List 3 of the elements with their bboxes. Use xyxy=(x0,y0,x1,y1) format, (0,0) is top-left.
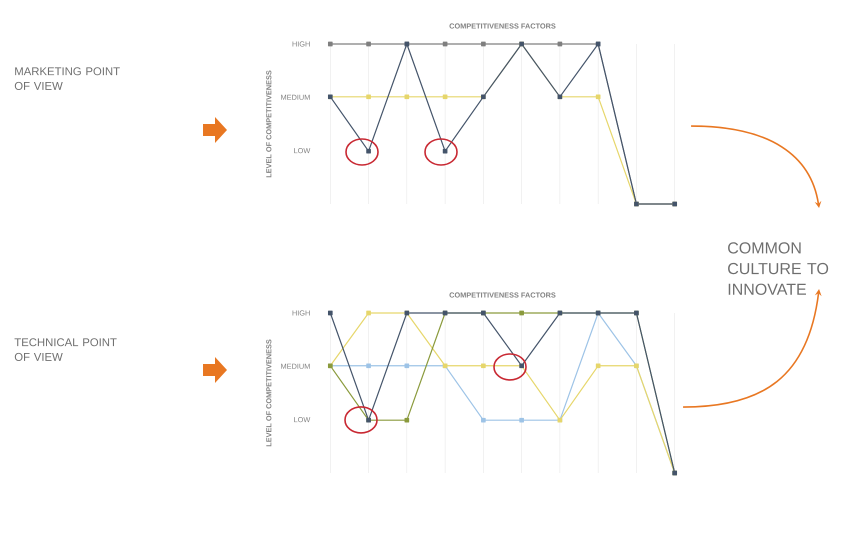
text: TECHNICAL POINT OF VIEW xyxy=(14,338,117,361)
text: MARKETING POINT OF VIEW xyxy=(14,67,120,90)
text: COMMON CULTURE TO INNOVATE xyxy=(728,242,828,295)
